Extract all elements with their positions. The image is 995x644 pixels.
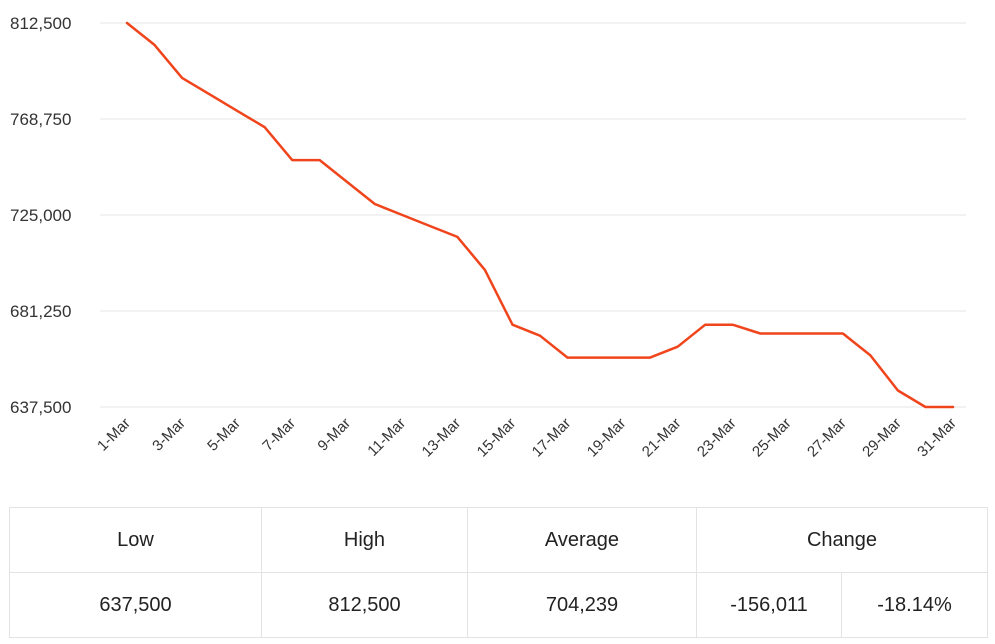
x-tick-label: 27-Mar [804,415,850,461]
low-value: 637,500 [9,572,262,638]
y-tick-label: 768,750 [10,110,71,129]
x-tick-label: 3-Mar [149,415,189,455]
grid-lines [100,22,966,408]
high-value: 812,500 [261,572,468,638]
y-tick-label: 725,000 [10,206,71,225]
x-tick-label: 15-Mar [474,415,520,461]
change-header: Change [696,507,988,573]
x-axis-ticks: 1-Mar 3-Mar 5-Mar 7-Mar 9-Mar 11-Mar 13-Mar 15-… [94,415,960,461]
x-tick-label: 1-Mar [94,415,134,455]
high-header: High [261,507,468,573]
y-tick-label: 637,500 [10,398,71,417]
x-tick-label: 13-Mar [419,415,465,461]
x-tick-label: 17-Mar [529,415,575,461]
price-line-chart: 812,500 768,750 725,000 681,250 637,500 1-Ma… [10,14,966,461]
x-tick-label: 29-Mar [859,415,905,461]
x-tick-label: 23-Mar [694,415,740,461]
series-lines [125,21,955,409]
x-tick-label: 5-Mar [204,415,244,455]
change-percent-value: -18.14% [841,572,988,638]
series-line [125,21,955,409]
x-tick-label: 31-Mar [914,415,960,461]
y-tick-label: 812,500 [10,14,71,33]
change-absolute-value: -156,011 [696,572,842,638]
average-header: Average [467,507,697,573]
x-tick-label: 7-Mar [259,415,299,455]
x-tick-label: 25-Mar [749,415,795,461]
x-tick-label: 19-Mar [584,415,630,461]
x-tick-label: 9-Mar [314,415,354,455]
y-axis-ticks: 812,500 768,750 725,000 681,250 637,500 [10,14,71,417]
low-header: Low [9,507,262,573]
stats-value-row: 637,500 812,500 704,239 -156,011 -18.14% [9,572,988,638]
stats-header-row: Low High Average Change [9,507,988,573]
y-tick-label: 681,250 [10,302,71,321]
x-tick-label: 21-Mar [639,415,685,461]
average-value: 704,239 [467,572,697,638]
summary-stats-table: Low High Average Change 637,500 812,500 … [9,507,988,638]
x-tick-label: 11-Mar [364,415,409,460]
